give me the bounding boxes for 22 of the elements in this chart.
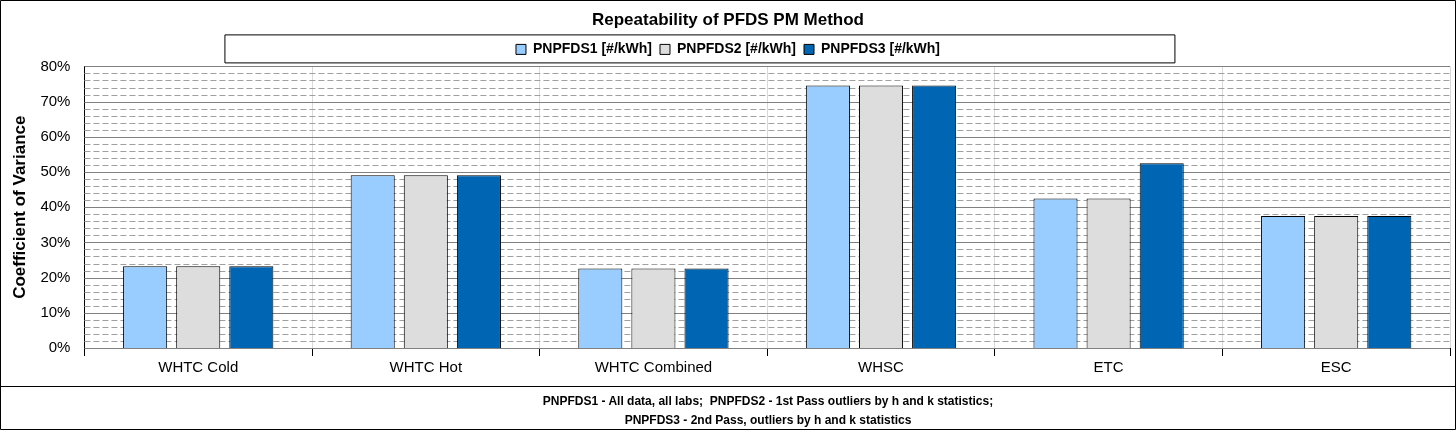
y-tick-label: 0% bbox=[48, 338, 71, 356]
x-tick-label: ESC bbox=[1320, 358, 1352, 376]
y-axis-title: Coefficient of Variance bbox=[9, 115, 29, 299]
chart-title: Repeatability of PFDS PM Method bbox=[591, 9, 865, 29]
legend-label: PNPFDS3 [#/kWh] bbox=[821, 40, 941, 57]
x-tick-label: WHSC bbox=[858, 358, 905, 376]
y-tick-label: 40% bbox=[40, 197, 71, 215]
x-tick-label: WHTC Hot bbox=[389, 358, 463, 376]
y-tick-label: 70% bbox=[40, 91, 71, 109]
y-tick-label: 30% bbox=[40, 232, 71, 250]
y-tick-label: 60% bbox=[40, 126, 71, 144]
y-tick-label: 80% bbox=[40, 56, 71, 74]
x-tick-label: WHTC Cold bbox=[158, 358, 239, 376]
x-tick-label: WHTC Combined bbox=[594, 358, 713, 376]
legend-label: PNPFDS1 [#/kWh] bbox=[532, 40, 652, 57]
y-tick-label: 50% bbox=[40, 162, 71, 180]
y-tick-label: 10% bbox=[40, 302, 71, 320]
legend-label: PNPFDS2 [#/kWh] bbox=[676, 40, 797, 57]
x-tick-label: ETC bbox=[1093, 358, 1124, 376]
text: PNPFDS1 - All data, all labs; PNPFDS2 - 1st Pass outliers by h and k statistics; bbox=[542, 394, 994, 409]
text: PNPFDS3 - 2nd Pass, outliers by h and k statistics bbox=[624, 413, 912, 428]
y-tick-label: 20% bbox=[40, 267, 71, 285]
